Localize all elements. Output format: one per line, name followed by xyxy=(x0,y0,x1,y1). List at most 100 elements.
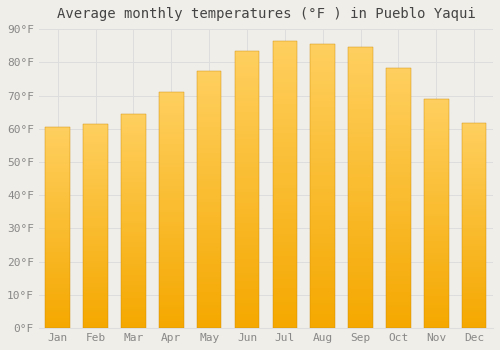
Bar xyxy=(197,192,222,194)
Bar xyxy=(462,308,486,310)
Bar xyxy=(272,170,297,173)
Bar xyxy=(348,120,373,123)
Bar xyxy=(462,301,486,303)
Bar xyxy=(310,263,335,266)
Bar xyxy=(84,271,108,273)
Bar xyxy=(159,321,184,323)
Bar xyxy=(121,245,146,247)
Bar xyxy=(121,219,146,221)
Bar xyxy=(197,326,222,328)
Bar xyxy=(272,50,297,53)
Bar xyxy=(386,232,410,234)
Bar xyxy=(46,260,70,262)
Bar xyxy=(348,70,373,72)
Bar xyxy=(84,300,108,302)
Bar xyxy=(424,299,448,301)
Bar xyxy=(424,184,448,186)
Bar xyxy=(310,58,335,61)
Bar xyxy=(121,238,146,240)
Bar xyxy=(84,126,108,128)
Bar xyxy=(121,180,146,182)
Bar xyxy=(46,172,70,174)
Bar xyxy=(159,314,184,316)
Bar xyxy=(462,123,486,328)
Bar xyxy=(46,146,70,147)
Bar xyxy=(348,157,373,160)
Bar xyxy=(197,158,222,161)
Bar xyxy=(159,319,184,321)
Bar xyxy=(234,150,260,153)
Bar xyxy=(46,300,70,302)
Bar xyxy=(424,108,448,110)
Bar xyxy=(424,268,448,271)
Bar xyxy=(310,303,335,306)
Bar xyxy=(272,90,297,93)
Bar xyxy=(46,316,70,318)
Bar xyxy=(234,215,260,217)
Bar xyxy=(159,198,184,201)
Bar xyxy=(121,236,146,238)
Bar xyxy=(159,162,184,165)
Bar xyxy=(159,293,184,295)
Bar xyxy=(424,170,448,172)
Bar xyxy=(272,47,297,50)
Bar xyxy=(84,232,108,234)
Bar xyxy=(121,268,146,270)
Bar xyxy=(348,140,373,143)
Bar xyxy=(272,245,297,248)
Bar xyxy=(462,322,486,324)
Bar xyxy=(348,289,373,292)
Bar xyxy=(348,252,373,255)
Bar xyxy=(84,144,108,146)
Bar xyxy=(424,126,448,129)
Bar xyxy=(197,189,222,192)
Bar xyxy=(386,120,410,123)
Bar xyxy=(197,150,222,153)
Bar xyxy=(234,312,260,314)
Bar xyxy=(386,170,410,172)
Bar xyxy=(84,293,108,295)
Bar xyxy=(348,101,373,104)
Bar xyxy=(121,150,146,152)
Bar xyxy=(234,176,260,178)
Bar xyxy=(386,256,410,258)
Bar xyxy=(234,67,260,70)
Bar xyxy=(310,118,335,121)
Bar xyxy=(159,160,184,162)
Bar xyxy=(234,120,260,123)
Bar xyxy=(462,260,486,262)
Bar xyxy=(121,243,146,245)
Bar xyxy=(197,138,222,140)
Bar xyxy=(386,323,410,326)
Bar xyxy=(348,312,373,314)
Bar xyxy=(159,229,184,231)
Bar xyxy=(386,320,410,323)
Bar xyxy=(234,195,260,198)
Bar xyxy=(234,248,260,251)
Bar xyxy=(46,216,70,218)
Bar xyxy=(46,298,70,300)
Bar xyxy=(272,182,297,185)
Bar xyxy=(272,268,297,271)
Bar xyxy=(234,70,260,73)
Bar xyxy=(310,308,335,311)
Bar xyxy=(46,133,70,135)
Bar xyxy=(386,300,410,302)
Bar xyxy=(159,224,184,226)
Bar xyxy=(84,228,108,230)
Bar xyxy=(121,148,146,150)
Bar xyxy=(310,175,335,177)
Bar xyxy=(234,192,260,195)
Bar xyxy=(234,92,260,95)
Bar xyxy=(424,191,448,193)
Bar xyxy=(234,320,260,323)
Bar xyxy=(310,67,335,70)
Bar xyxy=(46,278,70,280)
Bar xyxy=(424,209,448,211)
Bar xyxy=(348,241,373,244)
Bar xyxy=(159,222,184,224)
Bar xyxy=(234,326,260,328)
Bar xyxy=(46,168,70,170)
Bar xyxy=(234,298,260,300)
Bar xyxy=(121,313,146,315)
